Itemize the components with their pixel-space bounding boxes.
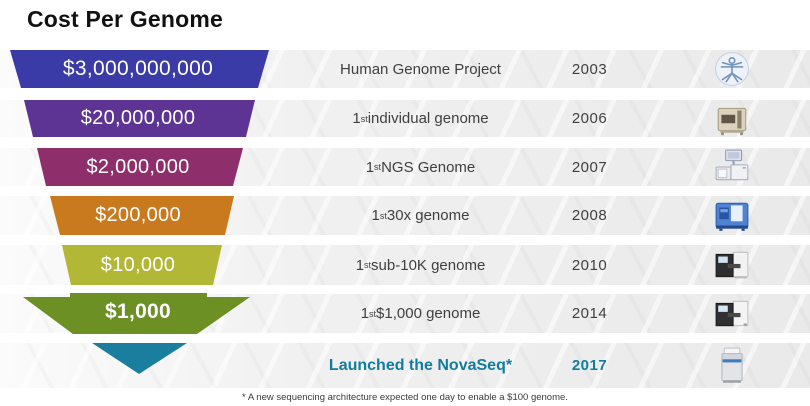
- milestone-label-text: $1,000 genome: [376, 305, 481, 322]
- funnel-amount: $10,000: [100, 253, 176, 276]
- funnel-segment-2-million: $2,000,000: [37, 148, 243, 186]
- funnel-amount: $1,000: [104, 299, 172, 323]
- milestone-year: 2010: [571, 256, 608, 274]
- funnel-segment-200k: $200,000: [50, 196, 234, 235]
- milestone-label-text: NGS Genome: [381, 158, 476, 176]
- genome-analyzer-icon: [702, 196, 762, 235]
- page-title: Cost Per Genome: [27, 6, 223, 32]
- milestone-label-text: Human Genome Project: [340, 60, 501, 78]
- milestone-label-text: individual genome: [367, 110, 489, 127]
- milestone-year: 2014: [571, 305, 608, 322]
- milestone-label-text: 30x genome: [386, 207, 470, 224]
- funnel-amount: $20,000,000: [80, 107, 196, 129]
- milestone-label-num: 1: [365, 158, 375, 176]
- novaseq-sequencer-icon: [702, 343, 762, 388]
- funnel-amount: $2,000,000: [86, 155, 190, 178]
- funnel-segment-3-billion: $3,000,000,000: [10, 50, 269, 88]
- milestone-year: 2017: [571, 357, 608, 374]
- funnel-segment-20-million: $20,000,000: [24, 100, 255, 137]
- milestone-label-text: Launched the NovaSeq*: [328, 356, 513, 374]
- hiseq-sequencer-icon: [702, 245, 762, 285]
- milestone-year: 2007: [571, 158, 608, 176]
- milestone-label: Human Genome Project: [283, 50, 558, 88]
- capillary-sequencer-icon: [702, 100, 762, 137]
- milestone-year: 2006: [571, 110, 608, 127]
- milestone-year: 2008: [571, 207, 608, 224]
- milestone-label-num: 1: [371, 207, 380, 224]
- funnel-segment-10k: $10,000: [62, 245, 222, 285]
- milestone-label-num: 1: [355, 256, 365, 274]
- milestone-label: Launched the NovaSeq*: [283, 343, 558, 388]
- milestone-label-num: 1: [352, 110, 361, 127]
- funnel-amount: $3,000,000,000: [62, 57, 214, 80]
- funnel-amount: $200,000: [95, 204, 181, 226]
- vitruvian-man-icon: [702, 50, 762, 88]
- footnote: * A new sequencing architecture expected…: [242, 392, 568, 403]
- milestone-year: 2003: [571, 60, 608, 78]
- ngs-workstation-icon: [702, 148, 762, 186]
- hiseq-x-sequencer-icon: [702, 294, 762, 333]
- milestone-label-num: 1: [360, 305, 370, 322]
- milestone-label-text: sub-10K genome: [371, 256, 486, 274]
